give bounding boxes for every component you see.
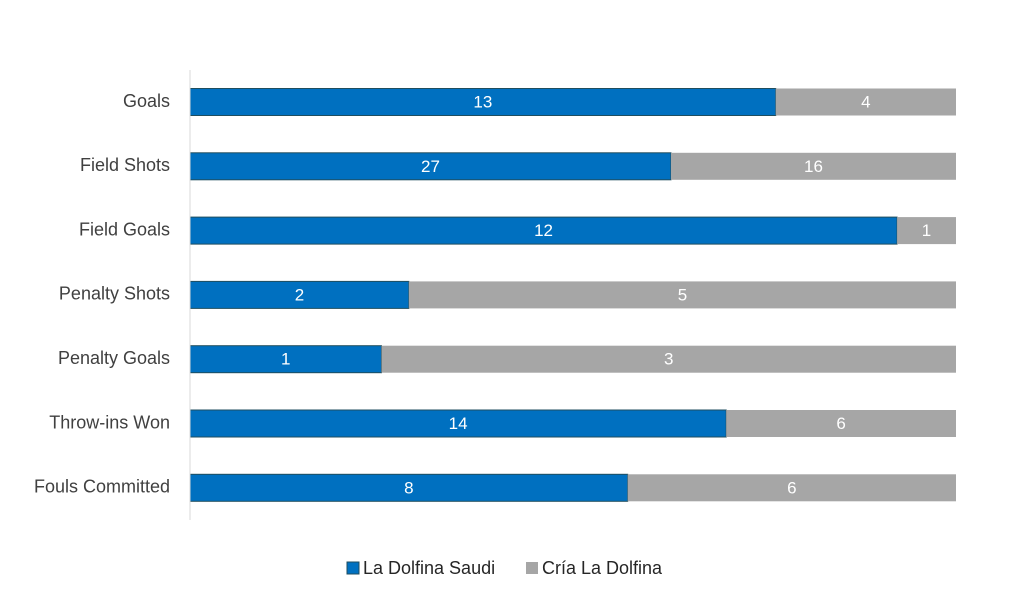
category-labels: Goals Field Shots Field Goals Penalty Shots…: [34, 91, 170, 497]
data-label: 2: [295, 285, 304, 304]
category-label: Field Goals: [79, 219, 170, 239]
category-label: Fouls Committed: [34, 477, 170, 497]
data-label: 14: [449, 414, 468, 433]
data-label: 16: [804, 157, 823, 176]
data-label: 12: [534, 221, 553, 240]
legend-swatch: [526, 562, 538, 574]
bar-segment: [189, 409, 727, 438]
category-label: Throw-ins Won: [49, 412, 170, 432]
bar-segment: [189, 345, 382, 374]
data-label: 8: [404, 478, 413, 497]
data-label: 27: [421, 157, 440, 176]
data-label: 13: [473, 92, 492, 111]
category-label: Penalty Shots: [59, 284, 170, 304]
bar-segment: [897, 217, 956, 245]
bar-segment: [189, 88, 777, 116]
category-label: Goals: [123, 91, 170, 111]
category-label: Penalty Goals: [58, 348, 170, 368]
data-label: 1: [922, 221, 931, 240]
data-label: 5: [678, 285, 687, 304]
data-label: 6: [836, 414, 845, 433]
data-label: 1: [281, 350, 290, 369]
data-label: 6: [787, 478, 796, 497]
bar-segment: [408, 281, 956, 309]
bar-segment: [670, 152, 956, 180]
legend-label: Cría La Dolfina: [542, 558, 663, 578]
bars-layer: [189, 88, 956, 502]
bar-segment: [189, 152, 672, 181]
bar-segment: [381, 345, 956, 373]
data-label: 3: [664, 350, 673, 369]
legend-label: La Dolfina Saudi: [363, 558, 495, 578]
bar-segment: [189, 280, 410, 309]
legend-swatch: [346, 561, 360, 575]
bar-segment: [726, 410, 956, 437]
data-label: 4: [861, 92, 870, 111]
category-label: Field Shots: [80, 155, 170, 175]
bar-segment: [775, 88, 956, 116]
bar-segment: [627, 474, 956, 502]
legend: La Dolfina Saudi Cría La Dolfina: [346, 558, 663, 578]
